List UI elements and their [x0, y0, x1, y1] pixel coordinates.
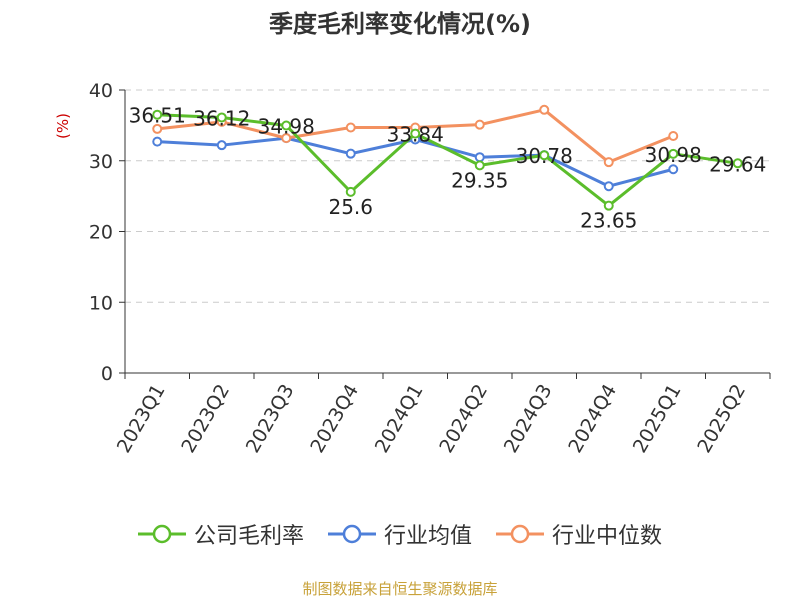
data-point	[603, 157, 614, 168]
legend: 公司毛利率 行业均值 行业中位数	[0, 518, 800, 550]
data-point	[345, 148, 356, 159]
data-point	[410, 128, 421, 139]
data-label: 34.98	[258, 115, 315, 139]
data-label: 36.12	[193, 106, 250, 130]
data-label: 29.35	[451, 168, 508, 192]
data-label: 36.51	[129, 104, 186, 128]
y-tick-label: 30	[89, 151, 113, 173]
data-label: 33.84	[387, 123, 444, 147]
y-tick-label: 10	[89, 292, 113, 314]
data-label: 30.78	[516, 144, 573, 168]
x-tick-label: 2023Q3	[242, 381, 299, 457]
data-point	[732, 158, 743, 169]
grid-lines	[125, 89, 770, 303]
data-point	[281, 133, 292, 144]
data-point	[216, 140, 227, 151]
data-point	[603, 181, 614, 192]
data-point	[539, 150, 550, 161]
series-line	[157, 113, 738, 208]
data-labels: 36.51 36.12 34.98 25.6 33.84 29.35 30.78 23.65 3…	[129, 104, 767, 233]
x-tick-label: 2023Q1	[113, 381, 170, 457]
data-label: 30.98	[645, 143, 702, 167]
data-point	[152, 123, 163, 134]
x-tick-label: 2025Q2	[693, 381, 750, 457]
x-tick-label: 2024Q2	[435, 381, 492, 457]
x-tick-label: 2025Q1	[629, 381, 686, 457]
legend-item[interactable]: 行业中位数	[496, 518, 662, 550]
legend-swatch-icon	[496, 524, 544, 544]
data-point	[668, 164, 679, 175]
y-tick-label: 0	[101, 363, 113, 385]
x-tick-label: 2024Q4	[564, 381, 621, 457]
legend-item[interactable]: 公司毛利率	[137, 518, 304, 550]
y-tick-label: 20	[89, 222, 113, 244]
legend-swatch-circle	[510, 524, 530, 544]
data-label: 29.64	[709, 152, 766, 176]
y-tick-label: 40	[89, 80, 113, 102]
data-point	[474, 119, 485, 130]
data-point	[152, 109, 163, 120]
series-lines	[152, 104, 743, 211]
data-point	[603, 200, 614, 211]
data-point	[152, 136, 163, 147]
data-point	[668, 130, 679, 141]
y-axis-label: (%)	[54, 113, 72, 139]
data-point	[474, 160, 485, 171]
data-point	[345, 186, 356, 197]
data-label: 23.65	[580, 209, 637, 233]
chart-title: 季度毛利率变化情况(%)	[269, 10, 531, 38]
legend-item[interactable]: 行业均值	[327, 518, 472, 550]
legend-label: 行业均值	[383, 524, 472, 549]
data-label: 25.6	[328, 195, 373, 219]
data-point	[345, 122, 356, 133]
x-tick-label: 2023Q4	[306, 381, 363, 457]
data-point	[539, 104, 550, 115]
data-point	[281, 120, 292, 131]
data-point	[668, 148, 679, 159]
x-tick-label: 2024Q1	[371, 381, 428, 457]
x-tick-label: 2023Q2	[177, 381, 234, 457]
x-tick-label: 2024Q3	[500, 381, 557, 457]
data-point	[216, 112, 227, 123]
legend-swatch-circle	[152, 524, 172, 544]
data-point	[474, 152, 485, 163]
legend-label: 行业中位数	[552, 524, 663, 549]
legend-swatch-icon	[137, 524, 186, 544]
legend-swatch-circle	[342, 524, 362, 544]
legend-label: 公司毛利率	[193, 524, 304, 549]
source-note: 制图数据来自恒生聚源数据库	[302, 580, 498, 598]
legend-swatch-icon	[327, 524, 376, 544]
